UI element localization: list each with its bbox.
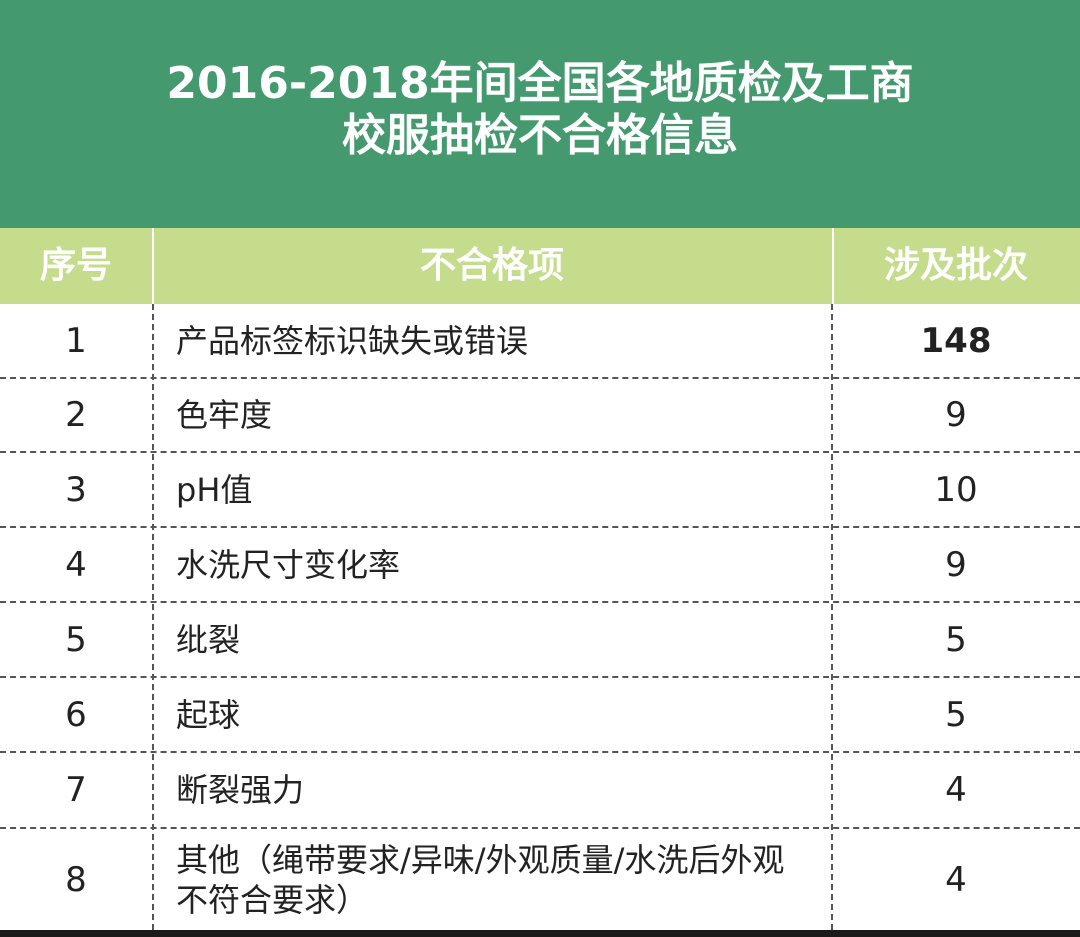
table-row: 6 起球 5 <box>0 678 1080 753</box>
table-row: 3 pH值 10 <box>0 453 1080 528</box>
table-row: 7 断裂强力 4 <box>0 753 1080 829</box>
row-serial: 3 <box>65 469 87 510</box>
row-batch: 5 <box>945 619 967 660</box>
table-row: 1 产品标签标识缺失或错误 148 <box>0 304 1080 379</box>
row-serial: 5 <box>65 619 87 660</box>
table-header: 序号 不合格项 涉及批次 <box>0 228 1080 304</box>
title-band: 2016-2018年间全国各地质检及工商 校服抽检不合格信息 <box>0 0 1080 228</box>
row-batch: 10 <box>934 469 978 510</box>
row-batch: 4 <box>945 859 967 900</box>
row-item: pH值 <box>176 470 253 509</box>
row-batch: 9 <box>945 395 967 435</box>
header-divider-2 <box>832 228 834 304</box>
table-row: 8 其他（绳带要求/异味/外观质量/水洗后外观不符合要求） 4 <box>0 829 1080 930</box>
header-unqualified-item: 不合格项 <box>419 245 564 286</box>
row-batch: 5 <box>945 694 967 735</box>
page-title-line-2: 校服抽检不合格信息 <box>342 110 738 161</box>
header-serial-number: 序号 <box>39 245 112 286</box>
row-batch: 148 <box>920 320 992 361</box>
header-divider-1 <box>152 228 154 304</box>
column-divider-1 <box>152 304 154 930</box>
row-item: 断裂强力 <box>176 771 305 809</box>
column-divider-2 <box>831 304 833 930</box>
table-body: 1 产品标签标识缺失或错误 148 2 色牢度 9 3 pH值 10 4 水洗尺… <box>0 304 1080 930</box>
row-item: 色牢度 <box>176 396 273 434</box>
table-row: 4 水洗尺寸变化率 9 <box>0 528 1080 603</box>
row-serial: 4 <box>65 544 87 585</box>
table-row: 2 色牢度 9 <box>0 379 1080 453</box>
row-item: 起球 <box>176 695 241 734</box>
row-serial: 7 <box>65 770 87 810</box>
row-item: 水洗尺寸变化率 <box>176 545 401 584</box>
row-batch: 4 <box>945 770 967 810</box>
row-item: 纰裂 <box>176 620 241 659</box>
page-title-line-1: 2016-2018年间全国各地质检及工商 <box>166 58 914 109</box>
row-item: 其他（绳带要求/异味/外观质量/水洗后外观不符合要求） <box>176 840 785 919</box>
table-row: 5 纰裂 5 <box>0 603 1080 678</box>
header-batch-count: 涉及批次 <box>883 245 1028 286</box>
row-item: 产品标签标识缺失或错误 <box>176 321 529 360</box>
bottom-edge-bar <box>0 930 1080 937</box>
row-serial: 6 <box>65 694 87 735</box>
row-batch: 9 <box>945 544 967 585</box>
row-serial: 8 <box>65 859 87 900</box>
row-serial: 1 <box>65 320 87 361</box>
row-serial: 2 <box>65 395 87 435</box>
